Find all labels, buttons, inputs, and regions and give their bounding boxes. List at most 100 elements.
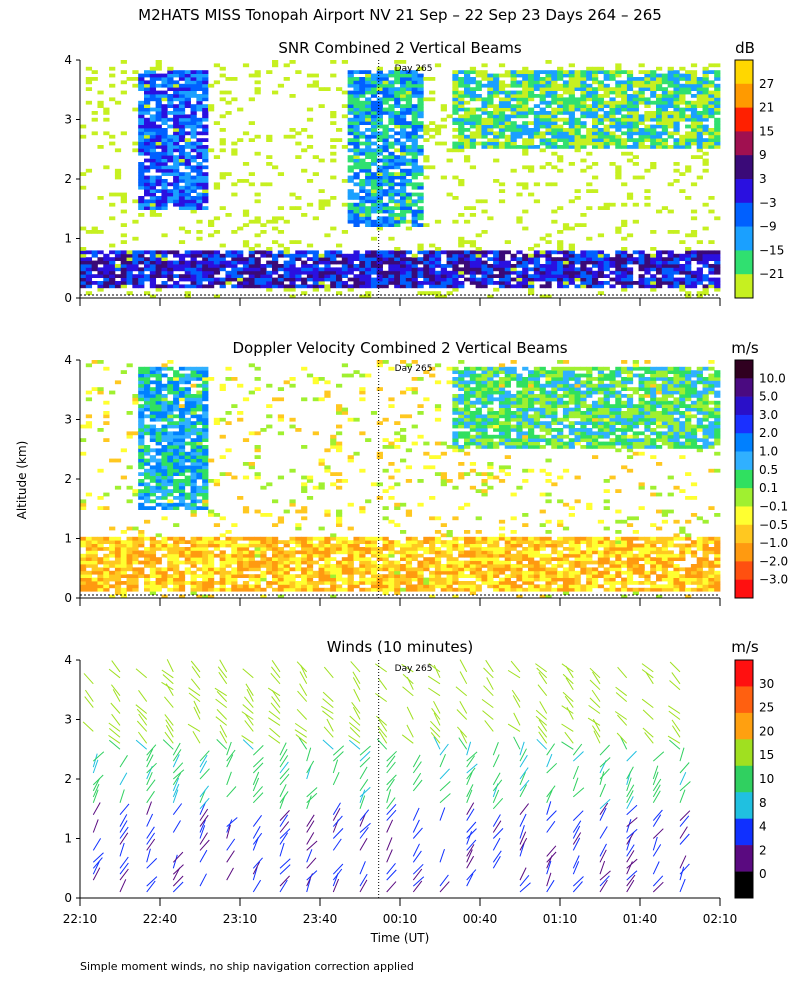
heatmap-cell (499, 87, 505, 91)
heatmap-cell (144, 261, 150, 265)
heatmap-cell (575, 118, 581, 122)
heatmap-cell (86, 581, 92, 585)
heatmap-cell (406, 145, 412, 149)
heatmap-cell (202, 496, 208, 500)
heatmap-cell (289, 257, 295, 261)
heatmap-cell (150, 186, 156, 190)
heatmap-cell (412, 169, 418, 173)
heatmap-cell (388, 165, 394, 169)
heatmap-cell (493, 281, 499, 285)
heatmap-cell (278, 278, 284, 282)
heatmap-cell (173, 91, 179, 95)
heatmap-cell (202, 374, 208, 378)
heatmap-cell (301, 267, 307, 271)
heatmap-cell (191, 367, 197, 371)
heatmap-cell (109, 547, 115, 551)
heatmap-cell (365, 223, 371, 227)
heatmap-cell (569, 261, 575, 265)
heatmap-cell (167, 169, 173, 173)
heatmap-cell (551, 118, 557, 122)
heatmap-cell (522, 77, 528, 81)
heatmap-cell (365, 77, 371, 81)
heatmap-cell (272, 240, 278, 244)
heatmap-cell (260, 537, 266, 541)
heatmap-cell (598, 142, 604, 146)
heatmap-cell (225, 581, 231, 585)
heatmap-cell (167, 442, 173, 446)
heatmap-cell (708, 135, 714, 139)
heatmap-cell (575, 261, 581, 265)
heatmap-cell (80, 281, 86, 285)
heatmap-cell (313, 550, 319, 554)
heatmap-cell (150, 459, 156, 463)
heatmap-cell (551, 278, 557, 282)
heatmap-cell (313, 254, 319, 258)
heatmap-cell (388, 496, 394, 500)
heatmap-cell (255, 135, 261, 139)
heatmap-cell (487, 101, 493, 105)
heatmap-cell (528, 281, 534, 285)
heatmap-cell (650, 162, 656, 166)
heatmap-cell (342, 547, 348, 551)
heatmap-cell (476, 97, 482, 101)
heatmap-cell (109, 274, 115, 278)
heatmap-cell (476, 254, 482, 258)
heatmap-cell (353, 544, 359, 548)
heatmap-cell (516, 220, 522, 224)
heatmap-cell (324, 465, 330, 469)
heatmap-cell (441, 533, 447, 537)
heatmap-cell (429, 571, 435, 575)
heatmap-cell (417, 125, 423, 129)
heatmap-cell (208, 510, 214, 514)
heatmap-cell (493, 118, 499, 122)
heatmap-cell (365, 557, 371, 561)
heatmap-cell (103, 506, 109, 510)
heatmap-cell (441, 274, 447, 278)
heatmap-cell (633, 84, 639, 88)
heatmap-cell (650, 288, 656, 292)
heatmap-cell (144, 401, 150, 405)
heatmap-cell (644, 261, 650, 265)
heatmap-cell (115, 537, 121, 541)
heatmap-cell (377, 567, 383, 571)
heatmap-cell (592, 125, 598, 129)
heatmap-cell (703, 128, 709, 132)
heatmap-cell (191, 165, 197, 169)
heatmap-cell (161, 138, 167, 142)
heatmap-cell (156, 567, 162, 571)
heatmap-cell (557, 118, 563, 122)
heatmap-cell (359, 550, 365, 554)
heatmap-cell (138, 425, 144, 429)
heatmap-cell (167, 479, 173, 483)
heatmap-cell (260, 554, 266, 558)
heatmap-cell (161, 540, 167, 544)
heatmap-cell (691, 80, 697, 84)
heatmap-cell (452, 84, 458, 88)
heatmap-cell (173, 172, 179, 176)
heatmap-cell (668, 182, 674, 186)
heatmap-cell (150, 540, 156, 544)
heatmap-cell (383, 165, 389, 169)
heatmap-cell (161, 165, 167, 169)
heatmap-cell (499, 91, 505, 95)
heatmap-cell (179, 108, 185, 112)
heatmap-cell (394, 247, 400, 251)
heatmap-cell (237, 557, 243, 561)
heatmap-cell (319, 397, 325, 401)
heatmap-cell (278, 561, 284, 565)
heatmap-cell (115, 550, 121, 554)
heatmap-cell (441, 584, 447, 588)
heatmap-cell (592, 135, 598, 139)
heatmap-cell (278, 557, 284, 561)
heatmap-cell (511, 111, 517, 115)
heatmap-cell (80, 567, 86, 571)
heatmap-cell (563, 278, 569, 282)
heatmap-cell (417, 257, 423, 261)
heatmap-cell (668, 257, 674, 261)
heatmap-cell (138, 213, 144, 217)
heatmap-cell (621, 80, 627, 84)
heatmap-cell (185, 459, 191, 463)
heatmap-cell (132, 581, 138, 585)
heatmap-cell (202, 486, 208, 490)
heatmap-cell (644, 278, 650, 282)
